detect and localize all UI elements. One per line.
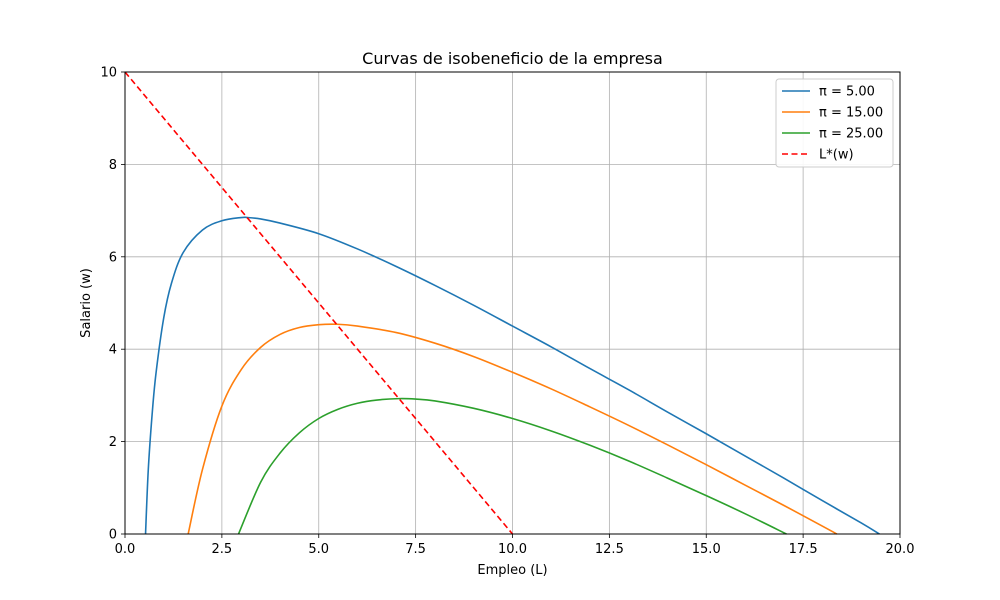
x-tick-label: 10.0 — [498, 542, 527, 557]
legend: π = 5.00 π = 15.00 π = 25.00 L*(w) — [775, 78, 894, 168]
x-tick-label: 5.0 — [308, 542, 329, 557]
tick-layer: 0.0 2.5 5.0 7.5 10.0 12.5 15.0 17.5 20.0 0 2 4 6 8 10 — [100, 66, 914, 558]
series-line-2 — [237, 397, 787, 535]
y-tick-label: 4 — [109, 343, 117, 358]
legend-label: π = 25.00 — [819, 127, 883, 142]
x-tick-label: 7.5 — [405, 542, 426, 557]
y-tick-label: 10 — [100, 66, 117, 81]
series-line-0 — [144, 216, 880, 535]
y-axis-label: Salario (w) — [79, 268, 94, 338]
y-tick-label: 8 — [109, 158, 117, 173]
x-tick-label: 17.5 — [789, 542, 818, 557]
y-tick-label: 0 — [109, 528, 117, 543]
legend-label: π = 15.00 — [819, 106, 883, 121]
y-tick-label: 6 — [109, 250, 117, 265]
series-line-3 — [124, 71, 514, 535]
x-tick-label: 20.0 — [886, 542, 915, 557]
x-tick-label: 0.0 — [115, 542, 136, 557]
legend-label: L*(w) — [819, 148, 854, 163]
x-tick-label: 2.5 — [212, 542, 233, 557]
x-axis-label: Empleo (L) — [477, 563, 547, 578]
legend-box — [775, 78, 894, 168]
x-tick-label: 12.5 — [595, 542, 624, 557]
series-layer — [124, 71, 880, 535]
chart-title: Curvas de isobeneficio de la empresa — [362, 49, 663, 68]
legend-label: π = 5.00 — [819, 85, 875, 100]
x-tick-label: 15.0 — [692, 542, 721, 557]
y-tick-label: 2 — [109, 435, 117, 450]
series-line-1 — [187, 323, 838, 535]
